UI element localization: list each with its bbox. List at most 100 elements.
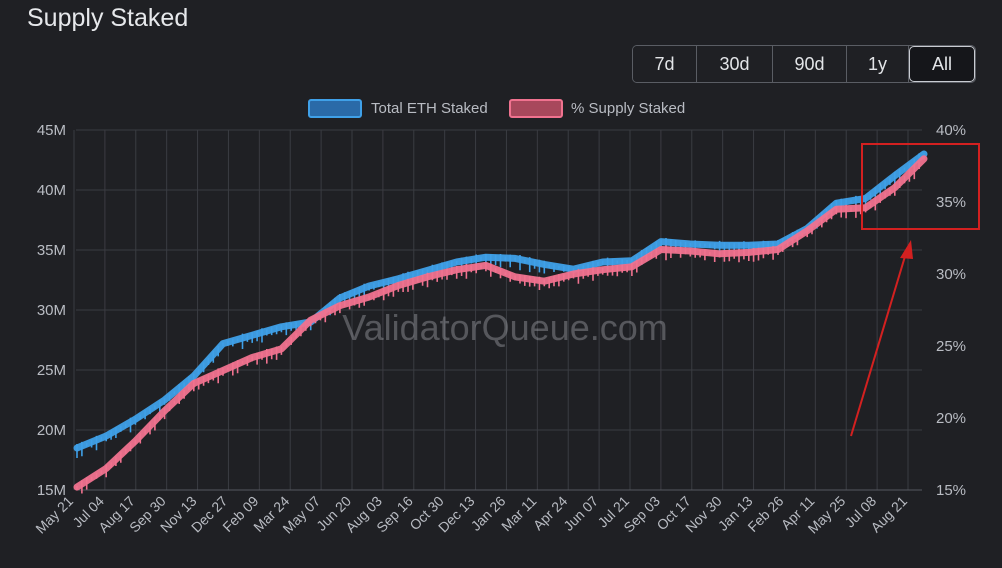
data-point	[835, 208, 838, 210]
data-point	[864, 197, 867, 200]
data-point	[923, 153, 925, 155]
data-point	[455, 268, 458, 271]
data-point	[163, 410, 166, 412]
data-point	[76, 447, 78, 449]
data-point	[163, 399, 166, 401]
data-point	[339, 297, 341, 299]
series-noise-pct-supply-staked	[76, 161, 920, 494]
y-right-tick-label: 25%	[936, 338, 966, 355]
chart-legend: Total ETH Staked % Supply Staked	[308, 99, 685, 118]
data-point	[485, 256, 487, 259]
y-right-tick-label: 35%	[936, 194, 966, 211]
chart-series	[73, 150, 928, 494]
data-point	[193, 375, 195, 377]
data-point	[777, 243, 779, 245]
data-point	[894, 174, 896, 177]
highlight-box	[861, 143, 980, 230]
data-point	[572, 268, 575, 271]
x-tick-label: Jun 07	[560, 493, 601, 534]
legend-swatch-total[interactable]	[308, 99, 362, 118]
data-point	[718, 244, 721, 246]
page-title: Supply Staked	[27, 4, 189, 32]
data-point	[426, 269, 429, 272]
y-left-tick-label: 40M	[37, 182, 66, 199]
data-point	[397, 284, 400, 287]
data-point	[368, 285, 370, 287]
data-point	[689, 250, 692, 252]
data-point	[894, 186, 896, 189]
data-point	[514, 257, 516, 260]
data-point	[572, 273, 575, 275]
range-7d-button[interactable]: 7d	[633, 46, 697, 82]
y-right-tick-label: 30%	[936, 266, 966, 283]
data-point	[280, 326, 283, 328]
data-point	[777, 248, 779, 251]
x-tick-label: Mar 11	[498, 493, 540, 535]
data-point	[631, 266, 633, 268]
data-point	[309, 319, 312, 321]
y-right-tick-label: 15%	[936, 482, 966, 499]
data-point	[134, 440, 137, 442]
watermark: ValidatorQueue.com	[342, 307, 668, 348]
y-axis-left: 15M 20M 25M 30M 35M 40M 45M	[37, 122, 66, 499]
data-point	[251, 356, 253, 359]
series-noise-total-eth-staked	[76, 153, 920, 458]
range-all-button[interactable]: All	[909, 46, 975, 82]
time-range-selector: 7d 30d 90d 1y All	[632, 45, 976, 83]
y-left-tick-label: 15M	[37, 482, 66, 499]
data-point	[543, 280, 546, 283]
chart-grid	[73, 129, 922, 491]
series-line-total-eth-staked	[73, 150, 928, 452]
annotation-arrow-head	[900, 240, 913, 259]
data-point	[748, 251, 750, 254]
data-point	[251, 334, 253, 337]
y-left-tick-label: 30M	[37, 302, 66, 319]
data-point	[134, 418, 137, 421]
data-point	[718, 253, 721, 255]
legend-label-total[interactable]: Total ETH Staked	[371, 100, 488, 117]
data-point	[864, 207, 867, 209]
y-right-tick-label: 40%	[936, 122, 966, 139]
y-left-tick-label: 35M	[37, 242, 66, 259]
range-1y-button[interactable]: 1y	[847, 46, 909, 82]
data-point	[835, 202, 838, 204]
data-point	[339, 304, 341, 307]
data-point	[426, 276, 429, 278]
y-left-tick-label: 25M	[37, 362, 66, 379]
y-right-tick-label: 20%	[936, 410, 966, 427]
legend-swatch-pct[interactable]	[509, 99, 563, 118]
x-tick-label: May 21	[32, 493, 76, 537]
annotation-arrow-line	[850, 252, 907, 437]
data-point	[923, 158, 925, 160]
range-90d-button[interactable]: 90d	[773, 46, 847, 82]
y-axis-right: 15% 20% 25% 30% 35% 40%	[936, 122, 966, 499]
data-point	[76, 486, 78, 488]
data-point	[193, 382, 195, 385]
data-point	[689, 243, 692, 245]
x-tick-label: Feb 26	[744, 493, 786, 535]
annotation	[850, 143, 980, 437]
y-left-tick-label: 45M	[37, 122, 66, 139]
data-point	[105, 467, 107, 470]
data-point	[222, 369, 224, 372]
data-point	[455, 261, 458, 263]
data-point	[397, 278, 400, 280]
data-point	[748, 244, 750, 246]
data-point	[485, 264, 487, 267]
data-point	[105, 435, 107, 437]
data-point	[514, 276, 516, 278]
data-point	[631, 260, 633, 262]
data-point	[368, 296, 370, 298]
data-point	[601, 261, 604, 263]
data-point	[543, 263, 546, 266]
legend-label-pct[interactable]: % Supply Staked	[571, 100, 685, 117]
data-point	[280, 348, 283, 350]
data-point	[806, 230, 808, 232]
data-point	[660, 248, 662, 251]
range-30d-button[interactable]: 30d	[697, 46, 773, 82]
y-left-tick-label: 20M	[37, 422, 66, 439]
data-point	[601, 268, 604, 271]
data-point	[222, 342, 224, 345]
